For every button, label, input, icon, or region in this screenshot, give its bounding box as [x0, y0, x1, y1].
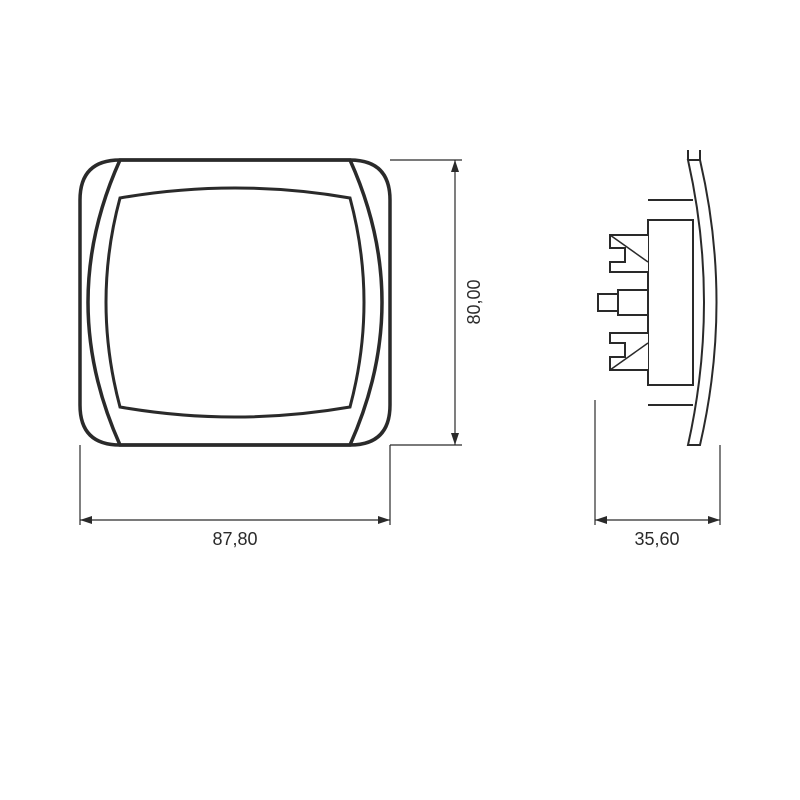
side-clip-top: [610, 235, 648, 272]
side-clip-bottom: [610, 333, 648, 370]
dimension-height: 80,00: [390, 160, 484, 445]
dimension-width-label: 87,80: [212, 529, 257, 549]
front-view: [80, 160, 390, 445]
technical-drawing: 87,80 80,00: [0, 0, 800, 800]
dimension-height-label: 80,00: [464, 279, 484, 324]
dimension-depth-label: 35,60: [634, 529, 679, 549]
side-body: [648, 220, 693, 385]
dimension-width: 87,80: [80, 445, 390, 549]
side-view: [598, 150, 717, 445]
front-inner-button: [106, 188, 364, 417]
